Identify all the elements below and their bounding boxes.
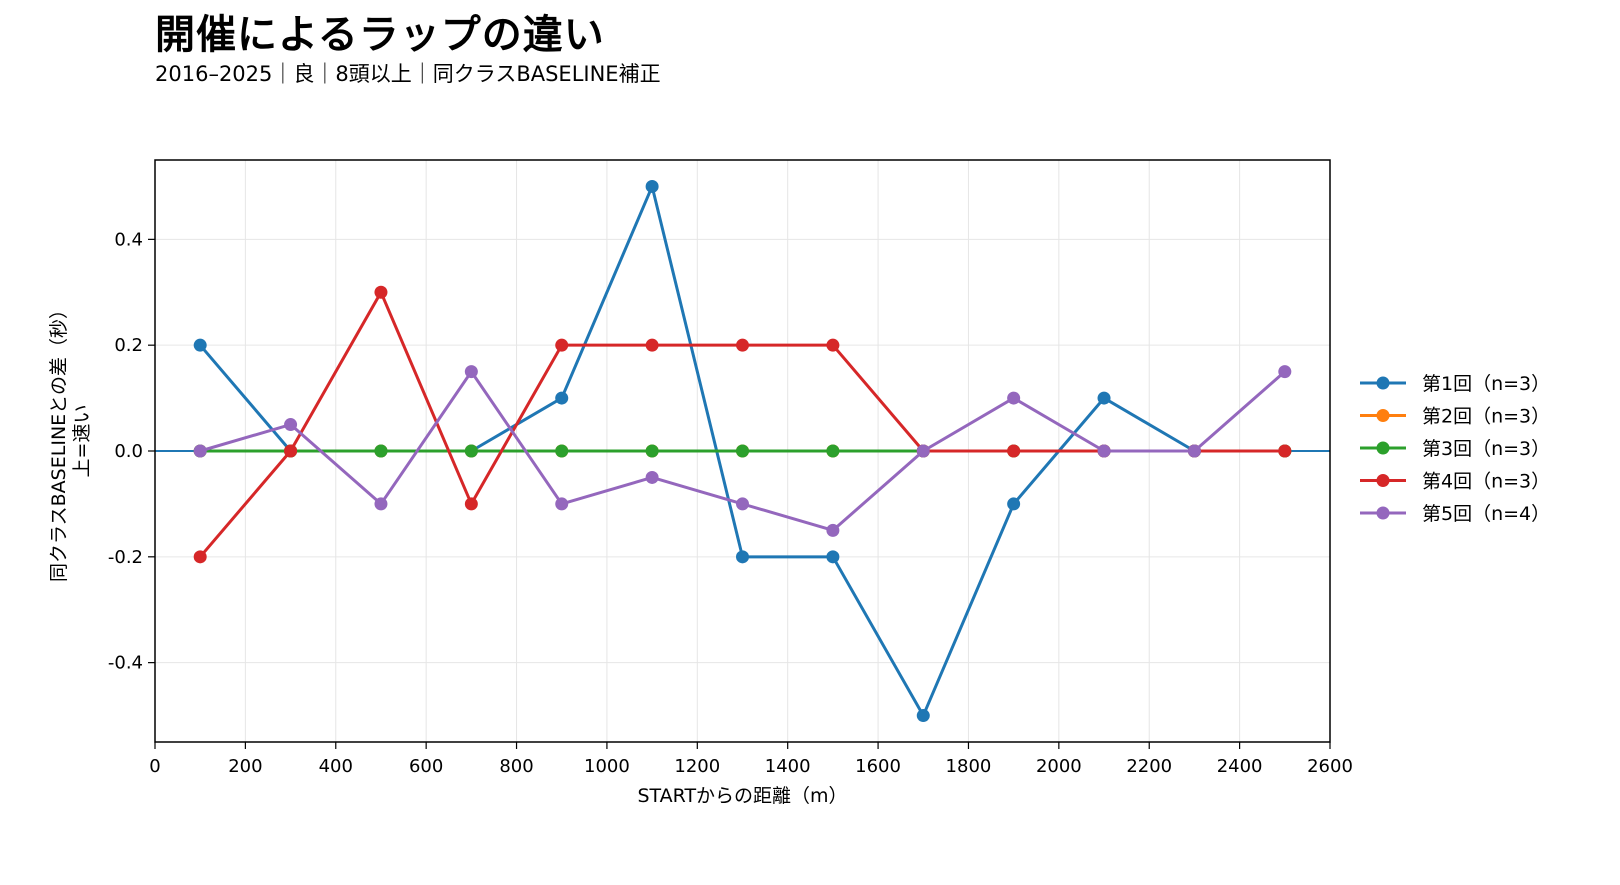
data-point (1187, 444, 1201, 458)
y-axis-label-note: 上=速い (71, 405, 93, 478)
data-point (193, 550, 207, 564)
data-point (555, 391, 569, 405)
chart-title: 開催によるラップの違い (155, 12, 605, 58)
data-point (464, 365, 478, 379)
y-axis-ticks: -0.4 -0.2 0.0 0.2 0.4 (108, 229, 155, 674)
data-point (645, 338, 659, 352)
y-tick-label: -0.2 (108, 547, 143, 568)
data-point (1278, 365, 1292, 379)
data-point (374, 497, 388, 511)
x-tick-label: 200 (228, 756, 262, 777)
data-point (1097, 391, 1111, 405)
series-layer (193, 179, 1292, 723)
data-point (736, 444, 749, 458)
y-axis-label: 同クラスBASELINEとの差（秒） (48, 300, 70, 582)
data-point (645, 470, 659, 484)
data-point (736, 338, 749, 352)
data-point (645, 179, 659, 193)
data-point (826, 550, 840, 564)
legend-label: 第1回（n=3） (1422, 373, 1550, 395)
y-tick-label: 0.0 (114, 441, 143, 462)
x-tick-label: 0 (149, 756, 160, 777)
legend-marker (1376, 506, 1390, 520)
data-point (555, 444, 569, 458)
legend-marker (1376, 376, 1390, 390)
legend-marker (1376, 474, 1390, 487)
series-4 (193, 285, 1292, 564)
data-point (826, 523, 840, 537)
data-point (464, 497, 478, 511)
data-point (374, 285, 388, 299)
legend-marker (1376, 441, 1390, 455)
x-tick-label: 1400 (765, 756, 811, 777)
legend-marker (1376, 409, 1390, 422)
series-line (199, 290, 1285, 558)
y-tick-label: 0.4 (114, 229, 143, 250)
data-point (1097, 444, 1111, 458)
legend-label: 第2回（n=3） (1422, 406, 1550, 428)
x-tick-label: 1200 (674, 756, 720, 777)
legend: 第1回（n=3） 第2回（n=3） 第3回（n=3） 第4回（n=3） 第5回（n=4） (1360, 373, 1550, 525)
data-point (284, 444, 298, 458)
x-tick-label: 2600 (1307, 756, 1353, 777)
legend-label: 第3回（n=3） (1422, 438, 1550, 460)
x-tick-label: 400 (319, 756, 353, 777)
legend-label: 第5回（n=4） (1422, 503, 1550, 525)
x-tick-label: 2400 (1217, 756, 1263, 777)
series-5 (193, 365, 1292, 537)
data-point (826, 338, 840, 352)
data-point (193, 338, 207, 352)
legend-item-3: 第3回（n=3） (1360, 438, 1550, 460)
data-point (464, 444, 478, 458)
legend-item-5: 第5回（n=4） (1360, 503, 1550, 525)
data-point (916, 709, 930, 723)
x-axis-label: STARTからの距離（m） (637, 785, 847, 807)
data-point (736, 497, 749, 511)
data-point (736, 550, 749, 564)
legend-label: 第4回（n=3） (1422, 471, 1550, 493)
data-point (1278, 444, 1292, 458)
x-tick-label: 1000 (584, 756, 630, 777)
legend-item-4: 第4回（n=3） (1360, 471, 1550, 493)
x-tick-label: 2200 (1126, 756, 1172, 777)
legend-item-2: 第2回（n=3） (1360, 406, 1550, 428)
data-point (284, 418, 298, 432)
legend-item-1: 第1回（n=3） (1360, 373, 1550, 395)
y-tick-label: -0.4 (108, 653, 143, 674)
data-point (555, 338, 569, 352)
y-tick-label: 0.2 (114, 335, 143, 356)
chart-subtitle: 2016–2025｜良｜8頭以上｜同クラスBASELINE補正 (155, 62, 661, 86)
data-point (826, 444, 840, 458)
data-point (555, 497, 569, 511)
data-point (916, 444, 930, 458)
x-tick-label: 1800 (946, 756, 992, 777)
x-tick-label: 800 (499, 756, 533, 777)
data-point (1007, 497, 1021, 511)
x-tick-label: 1600 (855, 756, 901, 777)
data-point (193, 444, 207, 458)
data-point (1007, 391, 1021, 405)
x-tick-label: 2000 (1036, 756, 1082, 777)
x-axis-ticks: 0 200 400 600 800 1000 1200 1400 1600 1800 2000 220… (149, 742, 1353, 777)
data-point (374, 444, 388, 458)
x-tick-label: 600 (409, 756, 443, 777)
data-point (1007, 444, 1021, 458)
data-point (645, 444, 659, 458)
